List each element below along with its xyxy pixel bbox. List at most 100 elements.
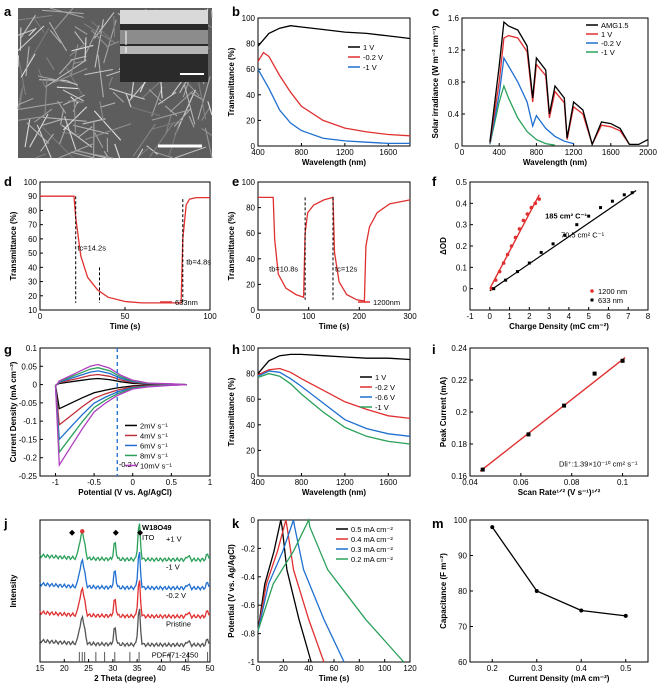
- x-tick-label: 30: [108, 664, 117, 673]
- x-tick-label: 0.3: [531, 664, 543, 673]
- plot-frame-c: [461, 17, 649, 147]
- y-tick-label: 0.3: [456, 221, 468, 230]
- nanowire: [42, 9, 84, 15]
- y-tick-label: 100: [24, 178, 38, 187]
- y-tick-label: 20: [28, 292, 37, 301]
- series-line: [491, 526, 626, 617]
- x-tick-label: 400: [251, 478, 265, 487]
- point-633: [587, 214, 591, 218]
- nanowire: [73, 100, 76, 133]
- point-1200: [521, 218, 526, 223]
- sem-image: [17, 7, 213, 159]
- nanowire: [18, 61, 27, 95]
- nanowire: [94, 132, 104, 148]
- legend-entry: -1 V: [601, 48, 615, 57]
- point-1200: [533, 201, 538, 206]
- diffusion-label: Dli⁺:1.39×10⁻¹⁰ cm² s⁻¹: [559, 459, 638, 468]
- series-line: [257, 370, 411, 437]
- gcd-curve: [257, 517, 405, 663]
- nanowire: [64, 116, 77, 151]
- nanowire: [17, 116, 45, 121]
- y-tick-label: 80: [246, 204, 255, 213]
- legend-entry: -1 V: [363, 63, 377, 72]
- legend-entry: 0.4 mA cm⁻²: [351, 535, 393, 544]
- nanowire: [201, 106, 211, 121]
- inset-ito-layer: [120, 46, 208, 54]
- nanowire: [63, 94, 85, 106]
- legend-entry: 633 nm: [598, 296, 623, 305]
- nanowire: [83, 23, 117, 44]
- data-point: [579, 608, 584, 613]
- x-tick-label: 0.5: [620, 664, 632, 673]
- x-axis-label: Potential (V vs. Ag/AgCl): [78, 488, 172, 497]
- x-tick-label: 1600: [602, 148, 620, 157]
- y-tick-label: 60: [28, 235, 37, 244]
- y-axis-label: Intensity: [9, 574, 18, 607]
- y-tick-label: 40: [246, 421, 255, 430]
- plot-frame-g: [39, 347, 211, 477]
- nanowire: [74, 149, 114, 159]
- y-tick-label: 100: [242, 178, 256, 187]
- y-tick-label: 0.4: [456, 199, 468, 208]
- y-axis-label: Transmittance (%): [9, 211, 18, 280]
- series-line: [257, 353, 411, 375]
- nanowire: [173, 108, 192, 127]
- xrd-pattern: [39, 523, 211, 563]
- nanowire: [41, 126, 74, 159]
- nanowire: [112, 91, 125, 103]
- series-line: [489, 20, 649, 147]
- nanowire: [70, 55, 87, 61]
- nanowire: [150, 120, 183, 130]
- nanowire: [67, 100, 84, 103]
- legend-entry: -1 V: [375, 403, 389, 412]
- x-tick-label: 15: [36, 664, 45, 673]
- panel-label-a: a: [4, 4, 12, 19]
- plot-frame-d: [39, 181, 211, 311]
- point-1200: [493, 278, 498, 282]
- legend-entry: 6mV s⁻¹: [140, 441, 168, 450]
- y-tick-label: -0.2: [23, 454, 37, 463]
- legend-entry: 1 V: [363, 43, 374, 52]
- w18o49-marker: [80, 529, 85, 534]
- y-tick-label: 60: [458, 658, 467, 667]
- nanowire: [65, 79, 79, 86]
- nanowire: [93, 110, 122, 141]
- panel-f: -1 0 1 2 3 4 5 6 7 8 0 0.1 0.2 0.3 0.4 0.5 Charge Densit…: [439, 178, 651, 331]
- nanowire: [91, 21, 115, 43]
- series-line: [489, 34, 630, 147]
- y-tick-label: -1: [248, 658, 256, 667]
- nanowire: [84, 68, 113, 76]
- x-tick-label: 0: [131, 478, 136, 487]
- nanowire: [28, 27, 37, 36]
- nanowire: [36, 124, 52, 159]
- panel-d: 0 50 100 10 20 30 40 50 60 70 80 90 100 Time (s) Trans…: [9, 178, 217, 331]
- y-tick-label: 0.1: [26, 344, 38, 353]
- y-tick-label: -0.05: [19, 399, 38, 408]
- nanowire: [25, 46, 30, 77]
- series-line: [489, 83, 556, 146]
- x-tick-label: 0: [256, 664, 261, 673]
- color-time-label: tc=12s: [335, 265, 358, 274]
- y-axis-label: Transmittance (%): [227, 47, 236, 116]
- legend-entry: 2mV s⁻¹: [140, 421, 168, 430]
- y-tick-label: 0.2: [456, 408, 468, 417]
- legend-swatch: [590, 289, 594, 293]
- x-tick-label: 0.06: [513, 478, 529, 487]
- x-axis-label: Wavelength (nm): [302, 488, 366, 497]
- fit-line-1200: [489, 194, 540, 289]
- data-point: [620, 358, 625, 363]
- nanowire: [151, 86, 163, 117]
- x-tick-label: 40: [304, 664, 313, 673]
- nanowire: [57, 100, 67, 114]
- x-tick-label: 45: [181, 664, 190, 673]
- y-tick-label: 60: [246, 65, 255, 74]
- point-1200: [505, 252, 510, 257]
- nanowire: [168, 119, 181, 157]
- x-tick-label: 1600: [379, 148, 397, 157]
- y-tick-label: -0.25: [19, 472, 38, 481]
- potential-marker-label: -0.2 V: [119, 460, 139, 469]
- panel-c: 0 400 800 1200 1600 2000 0 0.4 0.8 1.2 1.6 Waveleng…: [431, 14, 657, 167]
- inset-film-layer: [120, 30, 208, 44]
- point-633: [563, 233, 567, 237]
